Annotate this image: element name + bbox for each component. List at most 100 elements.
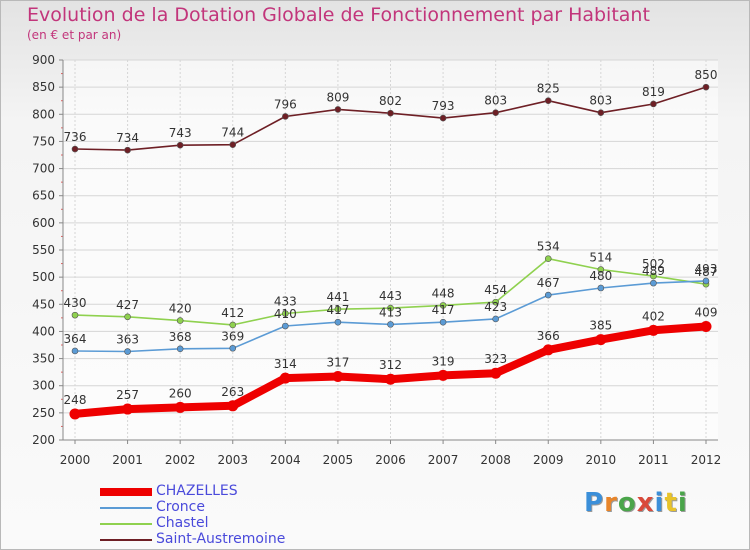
chart-title: Evolution de la Dotation Globale de Fonc… [27, 4, 650, 26]
legend-swatch [100, 488, 152, 496]
data-point [544, 291, 552, 299]
data-point [439, 114, 447, 122]
data-label: 803 [589, 94, 612, 108]
data-label: 317 [326, 355, 349, 369]
y-tick-label: 900 [32, 53, 55, 67]
data-point [124, 146, 131, 154]
legend-label: Cronce [156, 499, 205, 515]
data-point [544, 255, 552, 262]
series-saint-austremoine: 736 734 743 744 796 809 802 793 803 825 803 819 850 [64, 68, 718, 154]
data-label: 423 [484, 300, 507, 314]
data-point [597, 284, 605, 292]
data-point [597, 109, 605, 116]
data-label: 744 [221, 126, 244, 140]
data-label: 819 [642, 85, 665, 99]
chart-subtitle: (en € et par an) [27, 28, 122, 42]
data-label: 260 [169, 386, 192, 400]
data-point [176, 345, 184, 353]
data-point [282, 322, 289, 330]
y-tick-label: 700 [32, 162, 55, 176]
data-point [650, 100, 657, 108]
x-tick-label: 2002 [165, 453, 196, 467]
logo-letter: t [664, 488, 678, 518]
data-point [124, 348, 131, 355]
data-point [124, 313, 131, 321]
data-label: 796 [274, 97, 297, 111]
x-tick-label: 2009 [533, 453, 564, 467]
logo-letter: o [617, 488, 637, 518]
data-label: 489 [642, 264, 665, 278]
data-label: 514 [589, 251, 612, 265]
data-label: 312 [379, 358, 402, 372]
data-label: 368 [169, 330, 192, 344]
data-point [71, 311, 79, 319]
y-tick-label: 500 [32, 270, 55, 284]
data-point [385, 373, 396, 385]
proxiti-logo: Proxiti [584, 488, 688, 518]
series-cronce: 364 363 368 369 410 417 413 417 423 467 480 489 493 [64, 262, 718, 355]
y-tick-label: 400 [32, 324, 55, 338]
y-tick-label: 800 [32, 107, 55, 121]
data-label: 323 [484, 352, 507, 366]
data-point [334, 318, 342, 326]
x-tick-label: 2006 [375, 453, 406, 467]
data-label: 430 [64, 296, 87, 310]
data-point [229, 321, 237, 329]
data-point [492, 298, 499, 306]
data-point [176, 141, 184, 149]
legend-label: Chastel [156, 515, 209, 531]
data-point [439, 318, 447, 326]
data-label: 427 [116, 298, 139, 312]
data-point [702, 277, 710, 285]
data-label: 410 [274, 307, 297, 321]
logo-letter: P [584, 488, 605, 518]
logo-letter: i [677, 488, 688, 518]
data-point [437, 369, 449, 381]
data-point [279, 372, 291, 384]
data-label: 743 [169, 126, 192, 140]
y-tick-label: 300 [32, 379, 55, 393]
data-label: 487 [695, 265, 718, 279]
data-label: 734 [116, 131, 139, 145]
data-point [387, 321, 394, 328]
data-point [595, 334, 607, 346]
y-tick-label: 650 [32, 189, 55, 203]
data-point [69, 408, 81, 420]
data-point [229, 344, 237, 352]
data-label: 248 [64, 393, 87, 407]
data-point [71, 347, 79, 355]
data-point [700, 321, 712, 333]
data-label: 850 [695, 68, 718, 82]
data-point [492, 109, 499, 116]
data-label: 803 [484, 94, 507, 108]
data-point [282, 113, 289, 120]
data-point [227, 400, 239, 412]
data-point [702, 83, 710, 91]
data-label: 736 [64, 130, 87, 144]
data-label: 402 [642, 309, 665, 323]
data-label: 493 [695, 262, 718, 276]
data-label: 314 [274, 357, 297, 371]
data-point [332, 370, 344, 382]
data-point [544, 97, 552, 105]
data-label: 502 [642, 257, 665, 271]
data-point [597, 266, 605, 273]
x-tick-label: 2007 [428, 453, 459, 467]
data-label: 263 [221, 385, 244, 399]
logo-letter: r [604, 488, 618, 518]
data-point [542, 344, 554, 356]
y-tick-label: 850 [32, 80, 55, 94]
x-tick-label: 2012 [691, 453, 722, 467]
data-point [439, 302, 447, 309]
legend-label: CHAZELLES [156, 483, 238, 499]
data-point [282, 310, 289, 317]
data-label: 793 [432, 99, 455, 113]
data-label: 433 [274, 295, 297, 309]
data-label: 257 [116, 388, 139, 402]
data-label: 802 [379, 94, 402, 108]
y-tick-label: 600 [32, 216, 55, 230]
data-label: 417 [432, 303, 455, 317]
data-label: 467 [537, 276, 560, 290]
data-label: 364 [64, 332, 87, 346]
